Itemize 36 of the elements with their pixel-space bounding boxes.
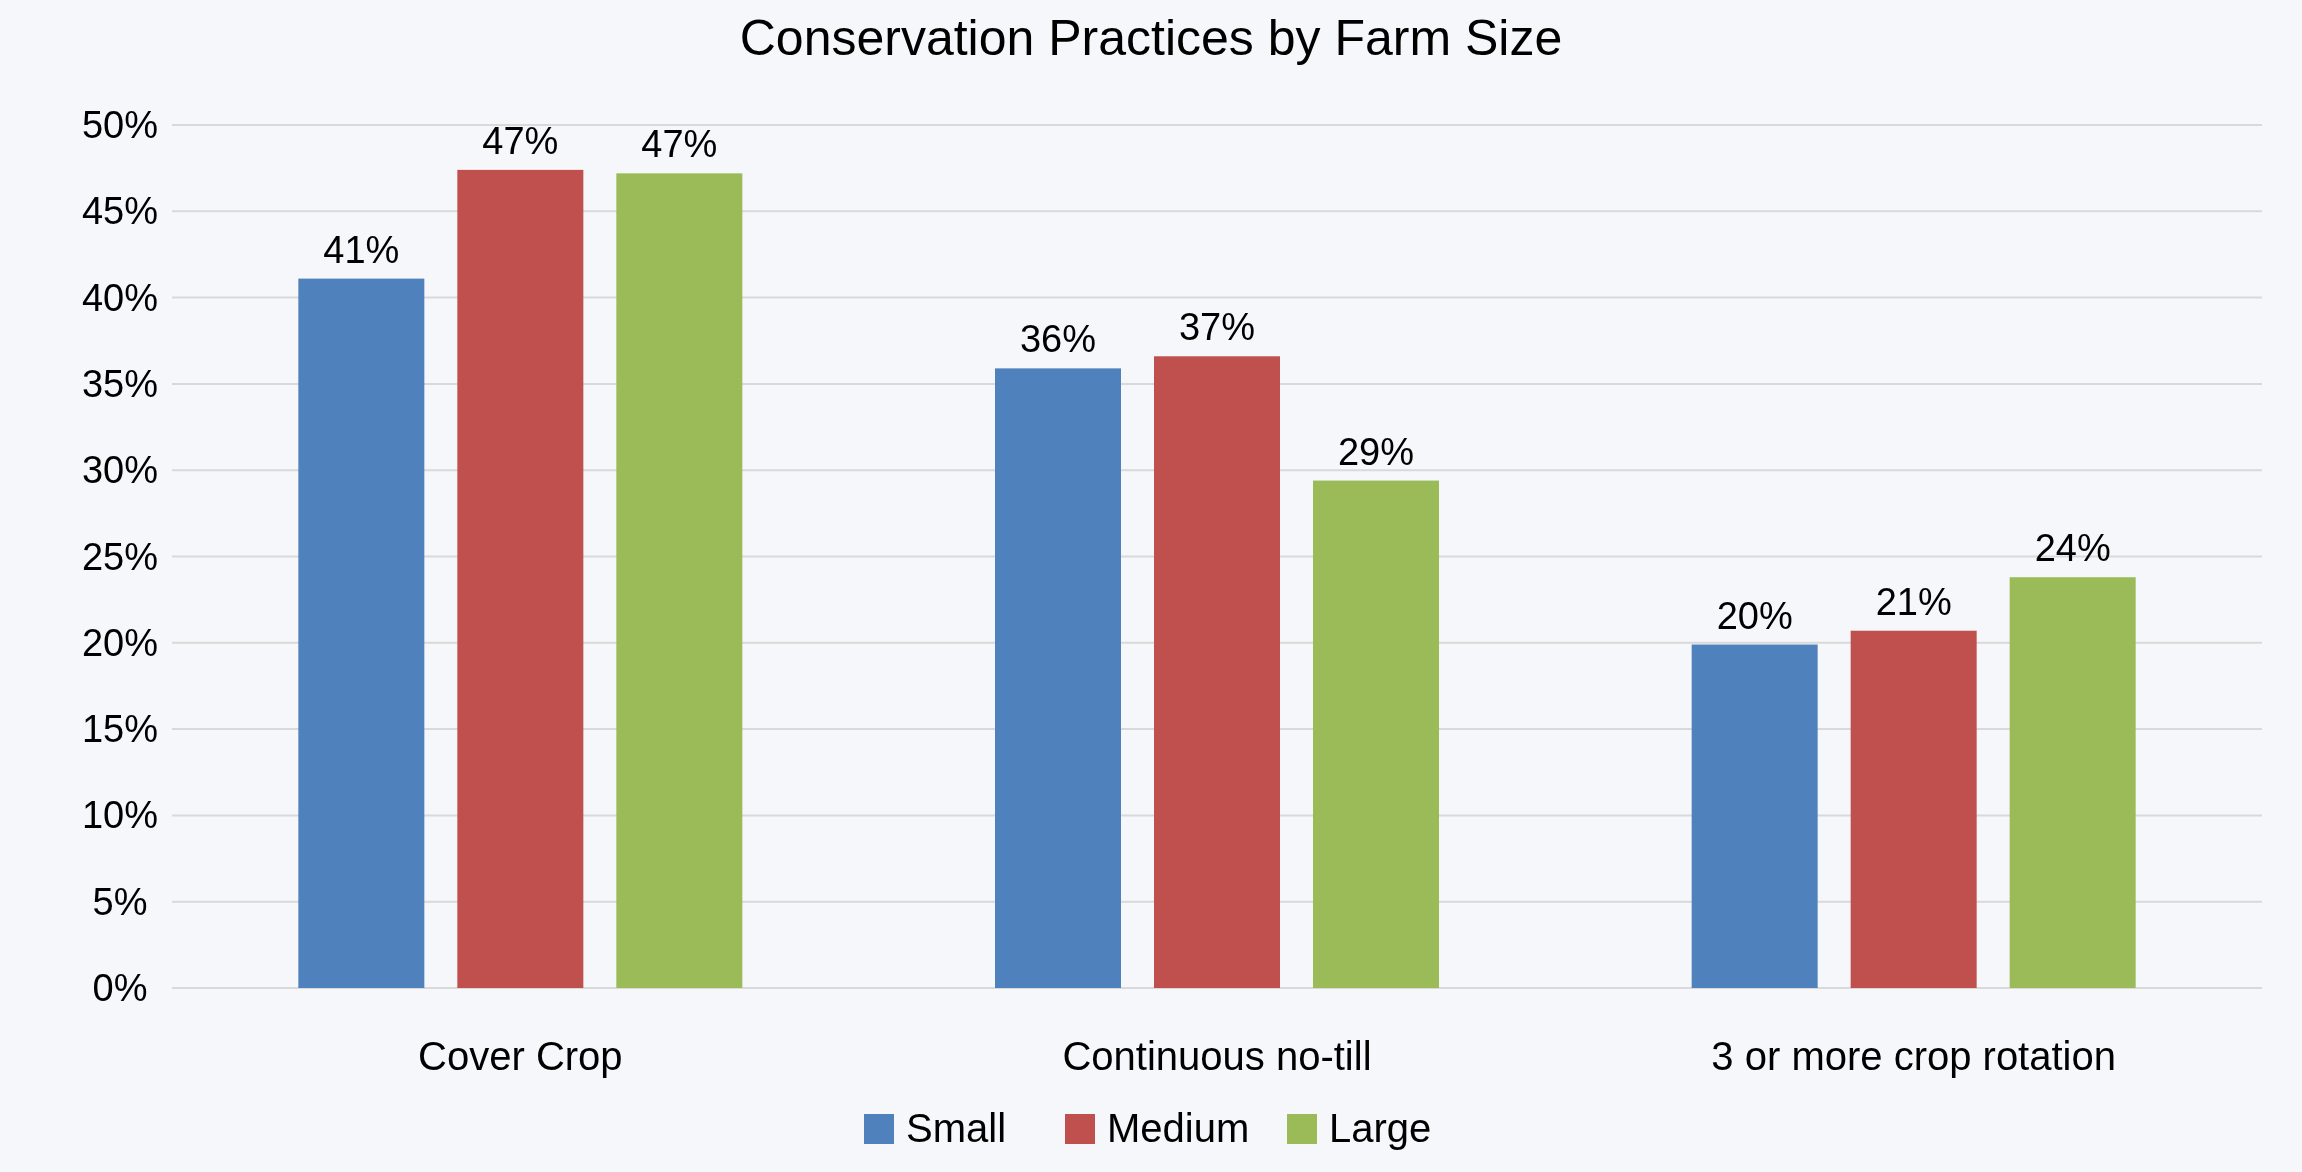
data-label: 21% xyxy=(1875,580,1952,623)
y-tick-label: 10% xyxy=(81,794,159,837)
chart-title: Conservation Practices by Farm Size xyxy=(739,10,1563,66)
bar xyxy=(457,169,584,988)
y-tick-label: 45% xyxy=(81,190,159,233)
y-tick-label: 5% xyxy=(92,880,148,923)
y-tick-label: 0% xyxy=(92,967,148,1009)
x-tick-label: Continuous no-till xyxy=(1062,1034,1372,1078)
y-tick-label: 40% xyxy=(81,276,159,319)
bar xyxy=(2009,577,2136,988)
data-label: 36% xyxy=(1019,318,1097,361)
data-label: 24% xyxy=(2034,527,2111,570)
y-tick-label: 25% xyxy=(81,535,159,578)
data-label: 29% xyxy=(1337,430,1415,473)
y-tick-label: 35% xyxy=(81,362,159,405)
legend-label: Large xyxy=(1329,1106,1432,1150)
bar xyxy=(616,173,743,988)
y-tick-label: 50% xyxy=(81,104,159,146)
bar xyxy=(1313,480,1439,988)
x-tick-label: 3 or more crop rotation xyxy=(1711,1034,2116,1078)
bar xyxy=(1154,356,1280,988)
y-tick-label: 15% xyxy=(81,708,159,751)
y-tick-label: 30% xyxy=(81,449,159,492)
data-label: 37% xyxy=(1178,306,1256,349)
y-tick-label: 20% xyxy=(81,621,159,664)
legend-label: Small xyxy=(906,1106,1007,1150)
bar xyxy=(1850,630,1977,988)
data-label: 47% xyxy=(641,123,718,166)
x-tick-label: Cover Crop xyxy=(418,1034,623,1078)
bar xyxy=(298,278,425,988)
data-label: 41% xyxy=(323,228,400,271)
data-label: 20% xyxy=(1716,594,1793,637)
data-label: 47% xyxy=(482,119,559,162)
bar xyxy=(995,368,1121,988)
bar xyxy=(1691,644,1818,988)
legend-label: Medium xyxy=(1107,1106,1250,1150)
